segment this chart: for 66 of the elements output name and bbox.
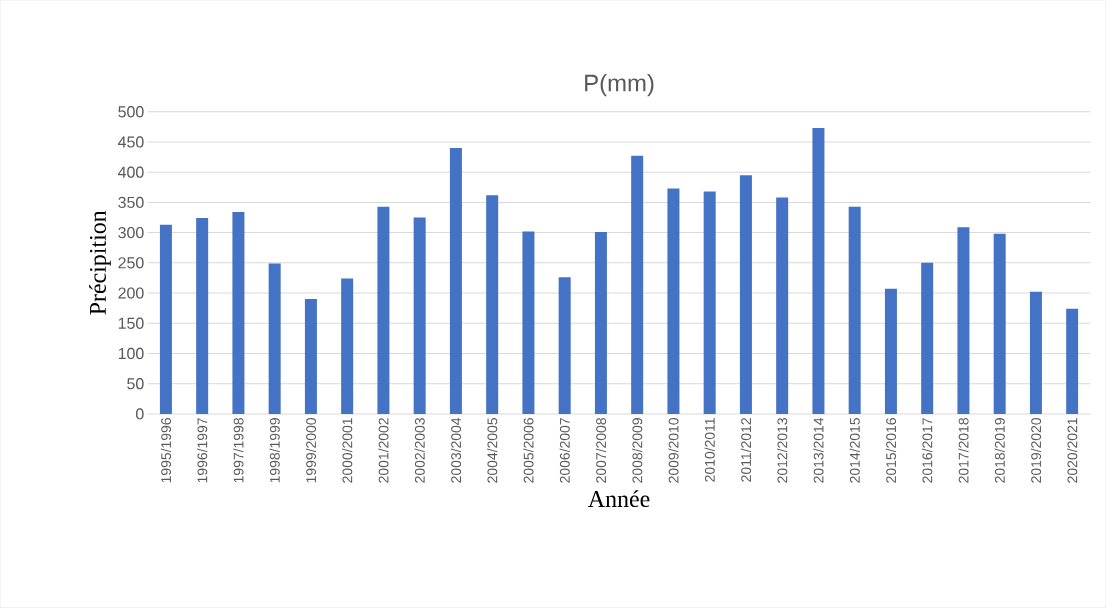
bar: [341, 278, 354, 415]
x-tick-label: 2015/2016: [885, 418, 897, 483]
bar: [993, 233, 1006, 415]
y-tick-label: 0: [136, 408, 144, 420]
x-tick-label: 2004/2005: [487, 418, 498, 483]
x-tick-label: 2017/2018: [958, 418, 969, 483]
bar: [522, 231, 535, 415]
bar: [413, 217, 426, 415]
y-tick-label: 250: [118, 257, 144, 269]
x-tick-label: 1999/2000: [305, 418, 317, 483]
x-tick-label: 2020/2021: [1067, 418, 1078, 483]
x-tick-label: 2011/2012: [740, 418, 752, 482]
x-tick-label: 2010/2011: [704, 418, 715, 482]
x-tick-label: 1998/1999: [269, 418, 280, 483]
x-tick-label: 2014/2015: [849, 418, 860, 483]
bar: [884, 288, 897, 415]
y-tick-label: 500: [118, 106, 144, 118]
y-tick-label: 200: [118, 287, 144, 299]
x-tick-label: 2006/2007: [559, 418, 570, 483]
x-tick-label: 1997/1998: [233, 418, 244, 483]
x-tick-label: 2009/2010: [668, 418, 679, 483]
bar: [1029, 291, 1042, 415]
x-axis-title: Année: [588, 490, 650, 508]
bar: [739, 175, 752, 415]
x-tick-label: 2001/2002: [378, 418, 389, 483]
x-tick-label: 2005/2006: [523, 418, 534, 483]
y-axis-title: Précipition: [89, 210, 111, 315]
y-tick-label: 450: [118, 136, 144, 148]
y-tick-label: 100: [118, 347, 144, 360]
x-tick-label: 2003/2004: [450, 418, 462, 483]
x-tick-label: 2019/2020: [1030, 418, 1042, 483]
bar: [631, 156, 644, 415]
y-tick-label: 400: [118, 166, 144, 178]
bar: [594, 232, 607, 415]
bar: [558, 277, 571, 415]
bar: [449, 148, 462, 415]
x-tick-label: 2002/2003: [414, 418, 425, 483]
bar: [196, 218, 209, 415]
bar: [159, 224, 172, 415]
bar: [377, 206, 390, 415]
bar: [921, 262, 934, 415]
y-tick-label: 150: [118, 317, 144, 330]
bar: [812, 128, 825, 415]
bar: [776, 197, 789, 415]
y-tick-label: 300: [118, 227, 144, 239]
bar: [486, 195, 499, 415]
x-tick-label: 2008/2009: [632, 418, 643, 483]
x-tick-label: 2016/2017: [922, 418, 933, 483]
y-tick-label: 50: [127, 378, 144, 390]
bar: [304, 299, 317, 415]
x-tick-label: 2007/2008: [595, 418, 607, 483]
x-tick-label: 1996/1997: [197, 418, 208, 483]
x-tick-label: 2013/2014: [813, 418, 824, 483]
bar: [667, 188, 680, 415]
x-tick-label: 2018/2019: [994, 418, 1005, 483]
chart-title: P(mm): [585, 74, 654, 97]
bar: [268, 263, 281, 415]
bar: [232, 212, 245, 415]
y-tick-label: 350: [118, 196, 144, 209]
x-tick-label: 2012/2013: [777, 418, 788, 483]
bar: [1066, 308, 1079, 415]
bar: [848, 206, 861, 415]
bar: [957, 227, 970, 415]
x-tick-label: 1995/1996: [160, 418, 172, 483]
x-tick-label: 2000/2001: [342, 418, 353, 483]
bar: [703, 191, 716, 415]
